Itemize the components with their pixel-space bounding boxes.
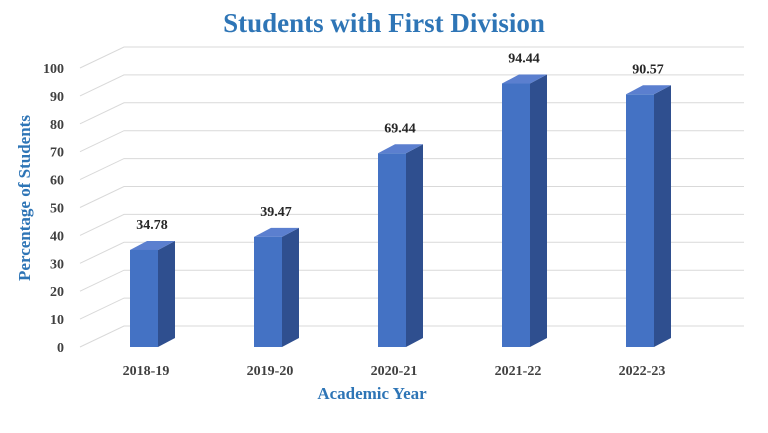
data-label: 90.57 (632, 62, 664, 77)
x-tick-label: 2022-23 (619, 364, 666, 379)
bar-side (282, 227, 299, 347)
y-tick-label: 20 (50, 285, 64, 300)
y-tick-label: 40 (50, 229, 64, 244)
gridline (79, 46, 744, 69)
chart-title: Students with First Division (223, 8, 545, 38)
data-label: 69.44 (384, 121, 416, 136)
y-tick-label: 80 (50, 118, 64, 133)
y-tick-label: 10 (50, 313, 64, 328)
y-tick-label: 60 (50, 174, 64, 189)
y-tick-label: 100 (43, 62, 64, 77)
data-label: 39.47 (260, 205, 292, 220)
y-tick-label: 30 (50, 257, 64, 272)
x-tick-label: 2021-22 (495, 364, 542, 379)
bar-top (130, 240, 175, 250)
bar-side (654, 85, 671, 348)
y-tick-label: 0 (57, 341, 64, 356)
y-tick-label: 90 (50, 90, 64, 105)
bar-side (530, 74, 547, 348)
bar-side (158, 240, 175, 347)
x-tick-label: 2019-20 (247, 364, 294, 379)
bar (254, 236, 282, 347)
data-label: 94.44 (508, 52, 540, 67)
data-label: 34.78 (136, 218, 168, 233)
x-tick-label: 2018-19 (123, 364, 170, 379)
bar (502, 83, 530, 348)
y-axis-label: Percentage of Students (15, 115, 34, 281)
bar (626, 94, 654, 348)
bar-top (626, 85, 671, 95)
bar (130, 249, 158, 347)
bar-side (406, 144, 423, 347)
y-tick-label: 50 (50, 202, 64, 217)
x-tick-label: 2020-21 (371, 364, 418, 379)
bar-top (502, 74, 547, 84)
bar (378, 153, 406, 347)
y-tick-label: 70 (50, 146, 64, 161)
x-axis-label: Academic Year (317, 384, 427, 403)
bar-top (254, 227, 299, 237)
bar-top (378, 144, 423, 154)
